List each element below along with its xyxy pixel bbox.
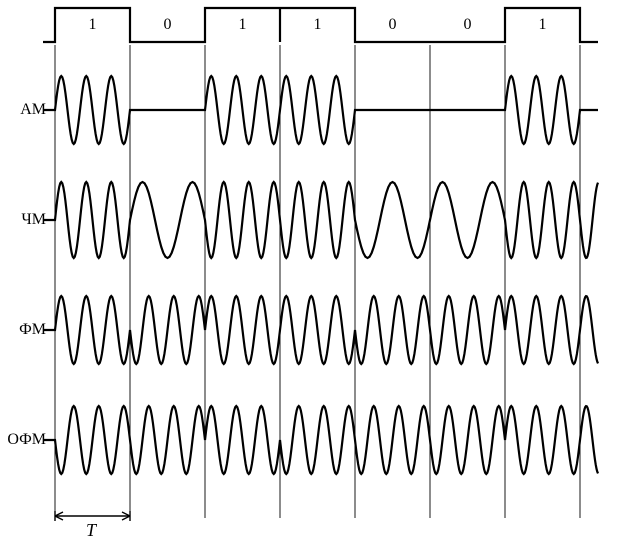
ofm-waveform bbox=[43, 406, 598, 474]
row-label-ofm: ОФМ bbox=[2, 431, 46, 449]
modulation-diagram bbox=[0, 0, 620, 541]
bit-label: 1 bbox=[233, 16, 253, 34]
bit-label: 0 bbox=[158, 16, 178, 34]
bit-label: 1 bbox=[533, 16, 553, 34]
bit-label: 1 bbox=[83, 16, 103, 34]
row-label-fm: ФМ bbox=[2, 321, 46, 339]
fm-waveform bbox=[43, 296, 598, 364]
bit-label: 0 bbox=[458, 16, 478, 34]
chm-waveform bbox=[43, 182, 598, 258]
period-label: T bbox=[86, 520, 96, 541]
am-waveform bbox=[43, 76, 598, 144]
bit-label: 0 bbox=[383, 16, 403, 34]
row-label-chm: ЧМ bbox=[2, 211, 46, 229]
bit-label: 1 bbox=[308, 16, 328, 34]
row-label-am: АМ bbox=[2, 101, 46, 119]
